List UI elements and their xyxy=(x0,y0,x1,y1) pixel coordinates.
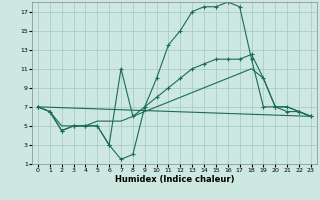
X-axis label: Humidex (Indice chaleur): Humidex (Indice chaleur) xyxy=(115,175,234,184)
